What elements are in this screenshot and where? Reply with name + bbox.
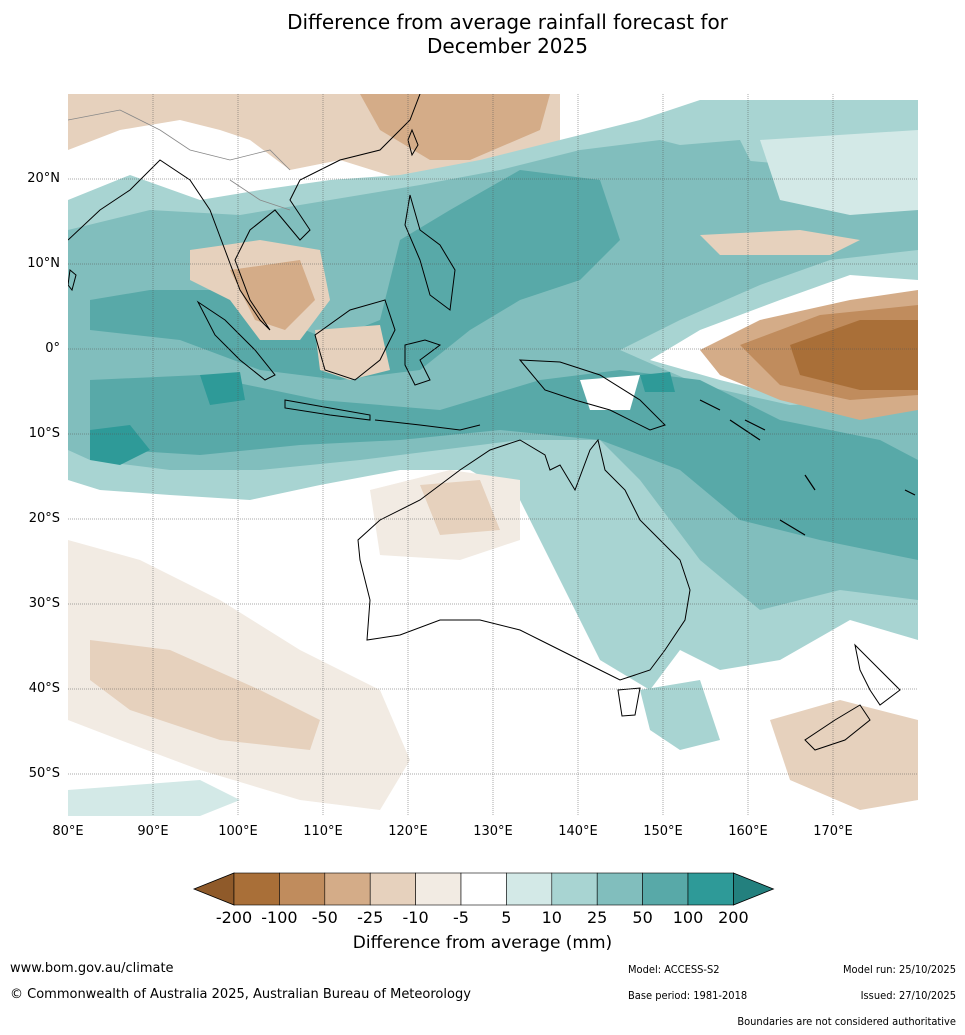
anomaly-dry-borneo: [315, 325, 390, 380]
legend-tick-label: -10: [402, 908, 429, 927]
lat-label-50s: 50°S: [28, 766, 60, 781]
legend-tick-label: 50: [632, 908, 653, 927]
sumatra-outline: [196, 300, 276, 381]
legend-colorbar: [192, 872, 775, 906]
lon-label-170e: 170°E: [813, 824, 853, 839]
lat-label-20n: 20°N: [27, 171, 60, 186]
anomaly-dry-indochina-core: [230, 260, 315, 330]
legend-under-arrow: [192, 872, 235, 906]
anomaly-wet-tasman: [640, 680, 720, 750]
legend-swatch: [506, 872, 553, 906]
anomaly-dry-nw-australia-core: [420, 480, 500, 535]
footer-issued: Issued: 27/10/2025: [860, 989, 956, 1002]
anomaly-neutral-png: [580, 375, 640, 410]
anomaly-wet-core-2: [200, 372, 245, 405]
anomaly-wet-upper: [620, 140, 760, 195]
anomaly-dry-nz: [770, 700, 918, 810]
anomaly-wet-south: [68, 780, 240, 816]
legend-tick-label: -100: [261, 908, 298, 927]
lon-label-130e: 130°E: [473, 824, 513, 839]
lat-label-30s: 30°S: [28, 596, 60, 611]
nz-north-outline: [854, 643, 901, 706]
legend-swatch: [687, 872, 734, 906]
anomaly-wet-core-3: [640, 372, 675, 392]
lat-label-20s: 20°S: [28, 511, 60, 526]
footer-url: www.bom.gov.au/climate: [10, 961, 174, 976]
lesser-sunda: [374, 419, 481, 431]
footer-base-period: Base period: 1981-2018: [628, 989, 748, 1002]
philippines-outline: [404, 194, 456, 311]
footer-model-run: Model run: 25/10/2025: [843, 963, 956, 976]
lon-label-140e: 140°E: [558, 824, 598, 839]
legend-title: Difference from average (mm): [352, 933, 613, 953]
legend-swatch: [369, 872, 416, 906]
borneo-outline: [314, 299, 396, 381]
solomon-islands: [699, 399, 766, 441]
legend-tick-label: 100: [672, 908, 704, 927]
legend-swatch: [279, 872, 326, 906]
sulawesi-outline: [404, 339, 442, 386]
legend-tick-label: -5: [453, 908, 469, 927]
lon-label-90e: 90°E: [137, 824, 169, 839]
lat-label-0: 0°: [45, 341, 60, 356]
lat-label-10n: 10°N: [27, 256, 60, 271]
anomaly-wet-band-strong-2: [90, 370, 918, 560]
lat-label-40s: 40°S: [28, 681, 60, 696]
anomaly-dry-pacific-core: [790, 320, 918, 390]
lon-label-160e: 160°E: [728, 824, 768, 839]
lon-label-150e: 150°E: [643, 824, 683, 839]
lat-label-10s: 10°S: [28, 426, 60, 441]
anomaly-dry-south-indian-core: [90, 640, 320, 750]
anomaly-wet-band-strong: [90, 170, 620, 380]
rainfall-map: [68, 94, 918, 816]
legend-tick-label: 5: [501, 908, 512, 927]
anomaly-neutral-ne: [760, 130, 918, 215]
asia-borders: [68, 109, 291, 211]
footer-disclaimer: Boundaries are not considered authoritat…: [737, 1015, 956, 1028]
legend-tick-label: 10: [541, 908, 562, 927]
chart-title: Difference from average rainfall forecas…: [0, 10, 965, 58]
legend-tick-label: 200: [718, 908, 749, 927]
footer-copyright: © Commonwealth of Australia 2025, Austra…: [10, 987, 471, 1002]
anomaly-wet-core-1: [90, 425, 150, 465]
legend-swatch: [551, 872, 598, 906]
australia-outline: [357, 438, 691, 681]
legend-swatch: [642, 872, 689, 906]
sri-lanka-outline: [68, 269, 77, 292]
legend-tick-label: -200: [215, 908, 253, 927]
vanuatu-fiji: [779, 474, 916, 536]
map-area: 20°N 10°N 0° 10°S 20°S 30°S 40°S 50°S 80…: [27, 94, 918, 839]
anomaly-dry-pacific-north: [700, 230, 860, 255]
new-guinea-outline: [518, 359, 666, 431]
asia-coast: [68, 94, 421, 331]
lon-label-100e: 100°E: [218, 824, 258, 839]
lon-label-110e: 110°E: [303, 824, 343, 839]
title-line-1: Difference from average rainfall forecas…: [287, 10, 728, 34]
legend-over-arrow: [733, 872, 775, 906]
legend-swatch: [324, 872, 371, 906]
legend-swatch: [415, 872, 462, 906]
lon-label-120e: 120°E: [388, 824, 428, 839]
title-line-2: December 2025: [427, 34, 588, 58]
nz-south-outline: [804, 704, 871, 751]
anomaly-dry-south-indian: [68, 540, 410, 810]
legend-swatch: [460, 872, 507, 906]
java-outline: [284, 399, 371, 421]
legend-tick-label: -25: [357, 908, 384, 927]
legend-tick-label: -50: [311, 908, 338, 927]
lon-label-80e: 80°E: [52, 824, 84, 839]
anomaly-dry-north-core: [360, 94, 550, 160]
gridlines: [68, 94, 918, 816]
footer-model: Model: ACCESS-S2: [628, 963, 720, 976]
legend-swatch: [596, 872, 643, 906]
legend-swatch: [233, 872, 280, 906]
legend-tick-label: 25: [587, 908, 608, 927]
tasmania-outline: [617, 687, 641, 717]
taiwan-outline: [407, 128, 419, 157]
